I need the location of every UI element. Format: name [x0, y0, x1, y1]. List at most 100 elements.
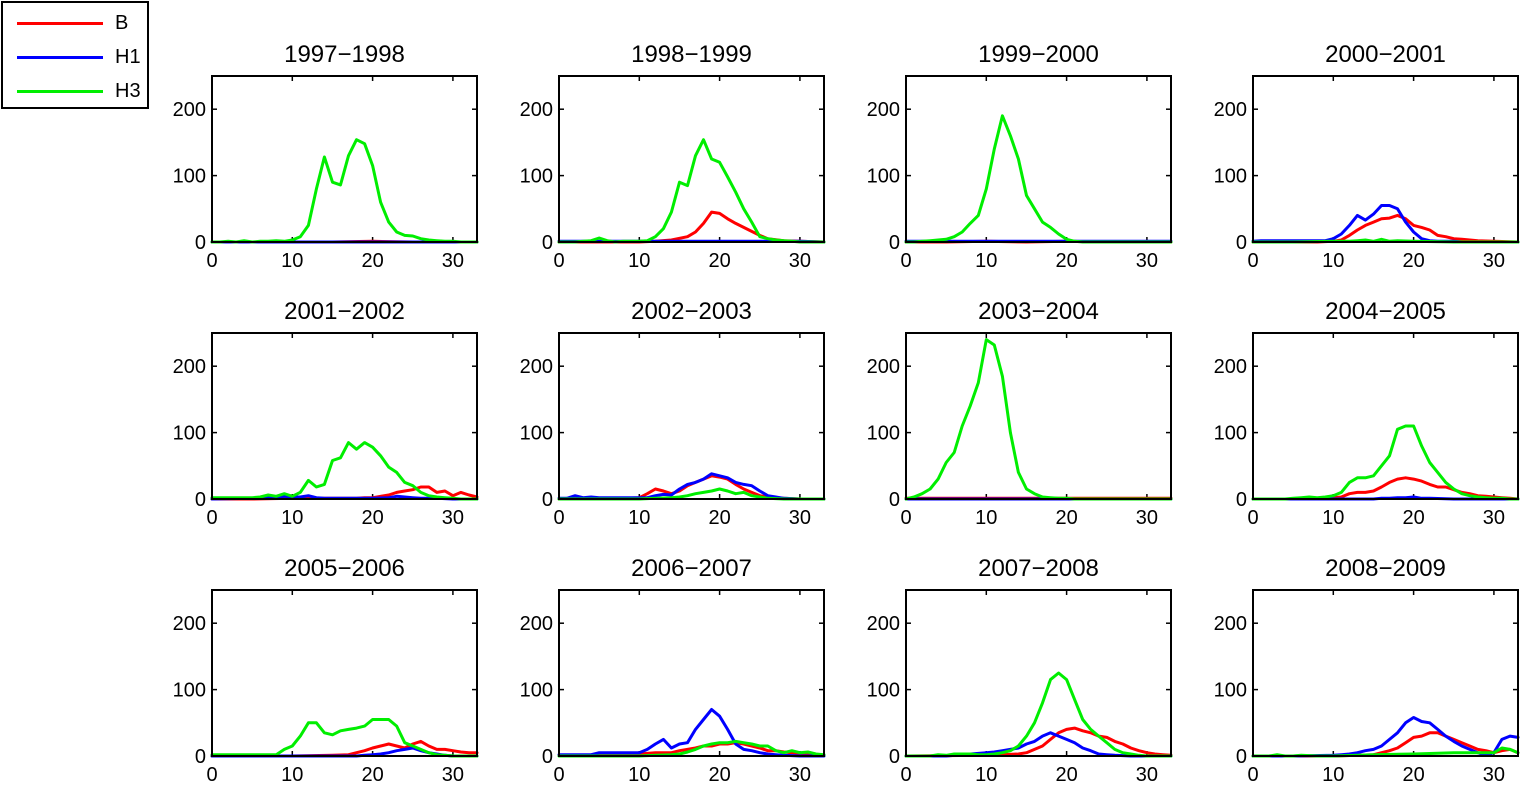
x-tick-label: 0 — [900, 507, 911, 529]
plot-frame — [211, 332, 478, 500]
x-tick-label: 30 — [1483, 764, 1505, 786]
panel-10: 0 10 20 30 0 100 200 2006−2007 — [520, 555, 826, 786]
legend-swatch-h1 — [17, 56, 103, 59]
y-tick-label: 100 — [520, 680, 553, 702]
series-line-h3 — [904, 671, 1173, 758]
plot-frame — [1252, 589, 1519, 757]
plot-frame — [211, 75, 478, 243]
x-tick-label: 20 — [708, 250, 730, 272]
panel-title: 2003−2004 — [978, 298, 1099, 325]
series-line-h3 — [557, 739, 826, 758]
panel-title: 2004−2005 — [1325, 298, 1446, 325]
x-tick-label: 20 — [1402, 507, 1424, 529]
legend-entry-b: B — [3, 11, 147, 35]
panel-title: 2001−2002 — [284, 298, 405, 325]
panel-2: 0 10 20 30 0 100 200 1998−1999 — [520, 41, 826, 272]
y-tick-label: 0 — [195, 746, 206, 768]
x-tick-label: 30 — [1136, 764, 1158, 786]
legend-swatch-b — [17, 22, 103, 25]
y-tick-label: 100 — [867, 166, 900, 188]
panel-title: 2005−2006 — [284, 555, 405, 582]
x-tick-label: 30 — [442, 764, 464, 786]
panel-8: 0 10 20 30 0 100 200 2004−2005 — [1214, 298, 1520, 529]
series-line-h1 — [557, 708, 826, 758]
y-tick-label: 100 — [173, 166, 206, 188]
plot-frame — [558, 75, 825, 243]
x-tick-label: 10 — [975, 507, 997, 529]
x-tick-label: 10 — [628, 507, 650, 529]
y-tick-label: 200 — [173, 99, 206, 121]
plot-frame — [558, 332, 825, 500]
x-tick-label: 10 — [281, 764, 303, 786]
y-tick-label: 200 — [1214, 613, 1247, 635]
y-tick-label: 0 — [542, 746, 553, 768]
panel-6: 0 10 20 30 0 100 200 2002−2003 — [520, 298, 826, 529]
y-tick-label: 100 — [867, 680, 900, 702]
y-tick-label: 0 — [195, 489, 206, 511]
y-tick-label: 100 — [1214, 680, 1247, 702]
x-tick-label: 0 — [206, 250, 217, 272]
y-tick-label: 100 — [173, 423, 206, 445]
x-tick-label: 20 — [708, 764, 730, 786]
panel-7: 0 10 20 30 0 100 200 2003−2004 — [867, 298, 1173, 529]
legend-swatch-h3 — [17, 90, 103, 93]
y-tick-label: 200 — [867, 356, 900, 378]
panel-title: 1997−1998 — [284, 41, 405, 68]
x-tick-label: 0 — [900, 764, 911, 786]
x-tick-label: 20 — [1055, 764, 1077, 786]
x-tick-label: 10 — [1322, 764, 1344, 786]
y-tick-label: 100 — [520, 423, 553, 445]
panel-9: 0 10 20 30 0 100 200 2005−2006 — [173, 555, 479, 786]
legend-label-h3: H3 — [115, 80, 141, 102]
legend-label-b: B — [115, 12, 129, 34]
x-tick-label: 0 — [206, 507, 217, 529]
x-tick-label: 0 — [206, 764, 217, 786]
series-line-b — [1251, 213, 1520, 244]
x-tick-label: 30 — [442, 507, 464, 529]
panel-title: 2002−2003 — [631, 298, 752, 325]
x-tick-label: 10 — [281, 507, 303, 529]
x-tick-label: 30 — [1483, 507, 1505, 529]
series-line-b — [904, 726, 1173, 758]
plot-area — [212, 590, 477, 756]
panel-title: 1998−1999 — [631, 41, 752, 68]
y-tick-label: 0 — [889, 746, 900, 768]
panel-1: 0 10 20 30 0 100 200 1997−1998 — [173, 41, 479, 272]
x-tick-label: 10 — [628, 250, 650, 272]
panel-4: 0 10 20 30 0 100 200 2000−2001 — [1214, 41, 1520, 272]
plot-frame — [1252, 75, 1519, 243]
x-tick-label: 10 — [975, 764, 997, 786]
x-tick-label: 30 — [1483, 250, 1505, 272]
plot-area — [1253, 76, 1518, 242]
panel-title: 2006−2007 — [631, 555, 752, 582]
panel-title: 2008−2009 — [1325, 555, 1446, 582]
series-line-h1 — [1251, 716, 1520, 758]
x-tick-label: 20 — [1055, 250, 1077, 272]
plot-frame — [905, 332, 1172, 500]
y-tick-label: 0 — [1236, 489, 1247, 511]
x-tick-label: 30 — [1136, 507, 1158, 529]
plot-area — [1253, 333, 1518, 499]
plot-area — [1253, 590, 1518, 756]
x-tick-label: 10 — [1322, 507, 1344, 529]
x-tick-label: 0 — [1247, 507, 1258, 529]
x-tick-label: 20 — [1402, 764, 1424, 786]
plot-frame — [905, 75, 1172, 243]
y-tick-label: 200 — [867, 613, 900, 635]
y-tick-label: 200 — [867, 99, 900, 121]
y-tick-label: 0 — [889, 489, 900, 511]
y-tick-label: 0 — [195, 232, 206, 254]
x-tick-label: 30 — [789, 250, 811, 272]
y-tick-label: 0 — [542, 489, 553, 511]
x-tick-label: 30 — [789, 507, 811, 529]
panel-title: 2000−2001 — [1325, 41, 1446, 68]
x-tick-label: 0 — [553, 764, 564, 786]
y-tick-label: 100 — [867, 423, 900, 445]
x-tick-label: 20 — [361, 507, 383, 529]
x-tick-label: 0 — [900, 250, 911, 272]
x-tick-label: 20 — [361, 250, 383, 272]
y-tick-label: 100 — [173, 680, 206, 702]
series-line-h3 — [210, 441, 479, 501]
plot-area — [212, 333, 477, 499]
